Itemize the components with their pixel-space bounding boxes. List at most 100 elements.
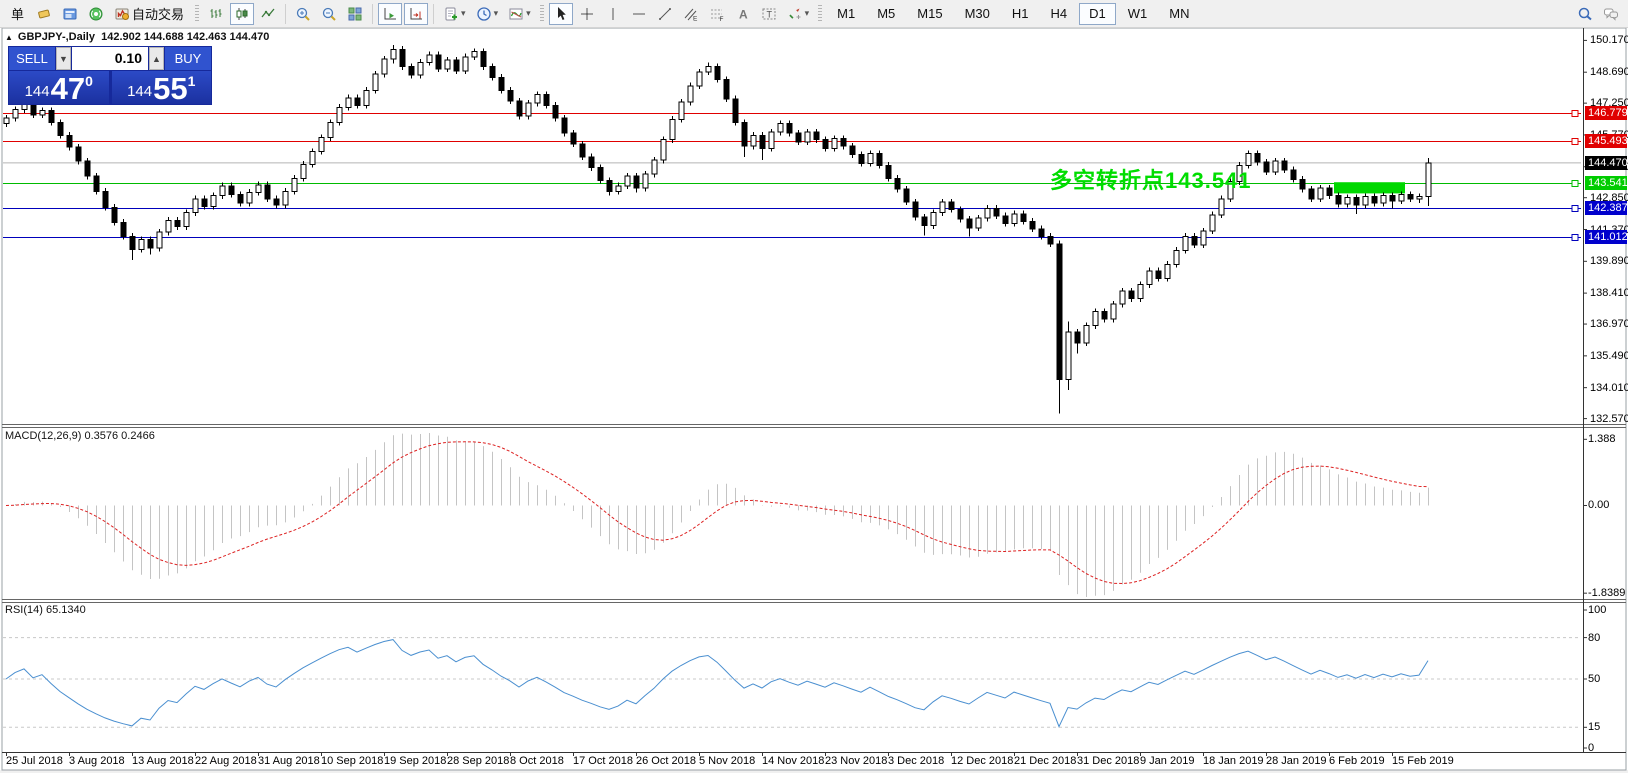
volume-decrease-button[interactable]: ▼ [56,47,71,70]
rsi-tick-label: 50 [1588,673,1601,685]
tile-windows-button[interactable] [343,3,367,25]
zoom-in-button[interactable] [291,3,315,25]
auto-scroll-button[interactable] [378,2,403,25]
sell-button[interactable]: SELL [9,47,55,70]
tile-glyph [348,7,362,20]
autotrading-button[interactable]: 自动交易 [110,3,190,25]
zoom-out-button[interactable] [317,3,341,25]
v-line-glyph [612,7,614,20]
new-order-text[interactable]: 单 [5,3,30,25]
buy-price-display[interactable]: 144 55 1 [111,71,211,104]
date-tick-label: 3 Aug 2018 [69,755,125,767]
macd-tick-label: 1.388 [1588,433,1616,446]
candles-chart-glyph [236,7,248,20]
chevron-down-icon: ▾ [461,8,466,18]
price-tick-label: 150.170 [1590,34,1628,47]
periods-clock-glyph [476,6,491,21]
tf-h1[interactable]: H1 [1002,3,1039,25]
new-order-button[interactable]: ▾ [439,3,470,25]
level-price-tag[interactable]: 142.387 [1585,200,1628,215]
tf-w1[interactable]: W1 [1118,3,1158,25]
profiles-icon[interactable] [58,3,82,25]
price-tick-label: 139.890 [1590,255,1628,268]
text-button[interactable]: A [731,3,755,25]
tf-m15[interactable]: M15 [907,3,952,25]
level-price-tag[interactable]: 143.541 [1585,175,1628,190]
date-tick-label: 5 Nov 2018 [699,755,756,767]
rsi-tick-label: 100 [1588,604,1607,616]
text-a-glyph: A [739,7,748,21]
cursor-button[interactable] [548,2,573,25]
periods-button[interactable]: ▾ [472,3,503,25]
buy-button[interactable]: BUY [165,47,211,70]
toolbar-separator [433,3,435,24]
toolbar-separator [285,3,287,24]
chevron-down-icon: ▾ [804,8,810,18]
date-tick-label: 17 Oct 2018 [573,755,633,767]
chevron-down-icon: ▾ [526,8,531,18]
date-tick-label: 9 Jan 2019 [1140,755,1195,767]
price-tick-label: 135.490 [1590,349,1628,362]
symbol-collapse-icon[interactable]: ▲ [5,33,13,42]
tf-mn[interactable]: MN [1159,3,1199,25]
search-button[interactable] [1573,3,1597,25]
tf-m5[interactable]: M5 [867,3,905,25]
vertical-line-button[interactable] [601,3,625,25]
tf-w1-label: W1 [1127,6,1148,21]
trend-line-glyph [658,7,671,20]
tf-h1-label: H1 [1011,6,1029,21]
new-chart-icon[interactable] [32,3,56,25]
date-tick-label: 15 Feb 2019 [1392,755,1454,767]
rsi-tick-label: 80 [1588,631,1601,644]
trendline-button[interactable] [653,3,677,25]
date-tick-label: 31 Aug 2018 [258,755,320,767]
level-price-tag[interactable]: 146.779 [1585,106,1628,121]
date-tick-label: 21 Dec 2018 [1014,755,1077,767]
date-tick-label: 6 Feb 2019 [1329,755,1385,767]
main-toolbar: 单 自动交易 ▾ ▾ ▾ E F A T ▾ M1 M5 M15 M30 H1 H4 D1 W1 MN [0,0,1628,28]
channel-button[interactable]: E [679,3,703,25]
macd-tick-label: 0.00 [1588,499,1610,512]
rsi-indicator-label: RSI(14) 65.1340 [5,604,86,616]
line-chart-button[interactable] [256,3,280,25]
bar-chart-button[interactable] [204,3,228,25]
volume-increase-button[interactable]: ▲ [149,47,164,70]
tf-d1[interactable]: D1 [1079,2,1116,25]
date-tick-label: 26 Oct 2018 [636,755,696,767]
chart-annotation-text[interactable]: 多空转折点143.541 [1050,168,1252,193]
volume-input[interactable]: 0.10 [72,47,148,70]
toolbar-separator [195,4,200,23]
tf-h4-label: H4 [1050,6,1068,21]
signals-icon[interactable] [84,3,108,25]
date-tick-label: 12 Dec 2018 [951,755,1014,767]
arrows-button[interactable]: ▾ [783,3,814,25]
indicators-button[interactable]: ▾ [504,3,535,25]
sell-price-display[interactable]: 144 47 0 [9,71,109,104]
tf-m30[interactable]: M30 [955,3,1000,25]
arrows-style-glyph [788,8,801,19]
rsi-tick-label: 15 [1588,721,1601,734]
candlestick-chart-button[interactable] [230,2,255,25]
green-signal-glyph [89,7,103,20]
tf-m5-label: M5 [877,6,896,21]
h-line-glyph [632,13,645,14]
one-click-trading-panel: SELL ▼ 0.10 ▲ BUY 144 47 0 144 55 1 [8,46,212,105]
chat-button[interactable] [1599,3,1623,25]
text-label-button[interactable]: T [757,3,781,25]
toolbar-separator [372,3,374,24]
svg-text:A: A [739,7,748,21]
date-tick-label: 28 Sep 2018 [447,755,510,767]
date-tick-label: 19 Sep 2018 [384,755,447,767]
new-order-text-label: 单 [11,7,25,22]
chart-shift-button[interactable] [404,2,429,25]
tf-h4[interactable]: H4 [1041,3,1078,25]
tf-m1[interactable]: M1 [827,3,865,25]
date-tick-label: 31 Dec 2018 [1077,755,1140,767]
horizontal-line-button[interactable] [627,3,651,25]
level-price-tag[interactable]: 145.493 [1585,133,1628,148]
level-price-tag[interactable]: 141.012 [1585,230,1628,245]
date-tick-label: 22 Aug 2018 [195,755,257,767]
fibonacci-button[interactable]: F [705,3,729,25]
crosshair-button[interactable] [575,3,599,25]
